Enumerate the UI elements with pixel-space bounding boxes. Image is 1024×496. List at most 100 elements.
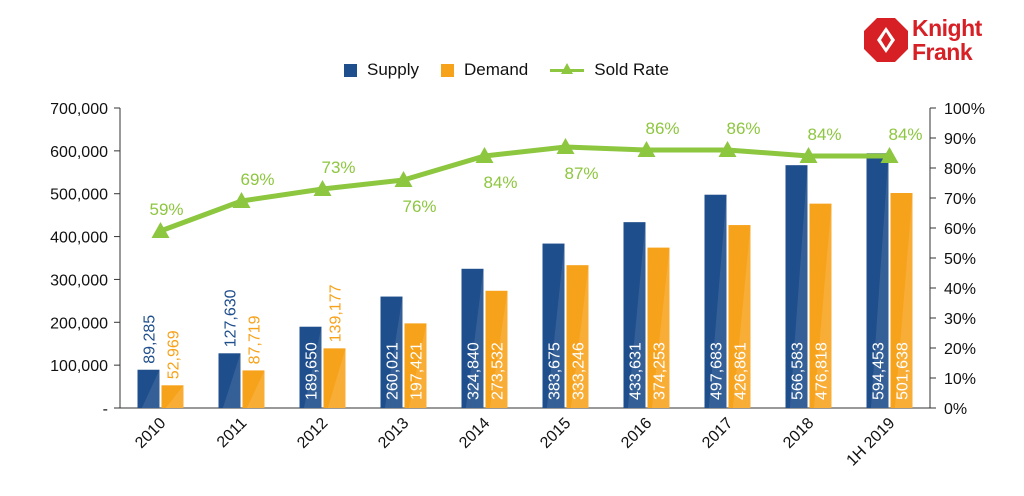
left-axis-tick-label: 200,000: [50, 315, 108, 332]
supply-data-label: 260,021: [385, 342, 402, 400]
demand-bar: [647, 247, 670, 408]
right-axis-tick-label: 40%: [944, 281, 976, 298]
sold-rate-marker: [394, 171, 413, 187]
supply-bar-shade: [465, 268, 484, 408]
supply-data-label: 189,650: [304, 342, 321, 400]
demand-bar-shade: [408, 323, 427, 408]
left-axis-tick-label: 400,000: [50, 230, 108, 247]
left-axis-tick-label: 100,000: [50, 358, 108, 375]
legend-label-supply: Supply: [367, 60, 419, 79]
supply-bar-shade: [708, 194, 727, 408]
sold-rate-data-label: 73%: [321, 158, 355, 177]
supply-bar: [380, 296, 403, 408]
supply-bar: [461, 268, 484, 408]
logo-wordmark: Knight Frank: [912, 16, 982, 64]
demand-bar-shade: [246, 370, 265, 408]
legend-item-sold-rate: Sold Rate: [550, 60, 669, 80]
demand-bar-shade: [732, 225, 751, 408]
demand-data-label: 374,253: [652, 342, 669, 400]
sold-rate-marker: [799, 147, 818, 163]
x-axis-tick-label: 2018: [780, 415, 817, 452]
demand-bar: [161, 385, 184, 408]
logo-mark-icon: [864, 18, 908, 62]
demand-bar-shade: [165, 385, 184, 408]
supply-data-label: 383,675: [547, 342, 564, 400]
demand-data-label: 426,861: [733, 342, 750, 400]
supply-bar-shade: [870, 153, 889, 408]
supply-bar: [623, 222, 646, 408]
supply-bar: [785, 165, 808, 408]
left-axis-tick-label: -: [103, 401, 108, 418]
supply-data-label: 127,630: [223, 289, 240, 347]
x-axis-tick-label: 2011: [214, 415, 250, 451]
supply-data-label: 89,285: [142, 315, 159, 364]
supply-data-label: 497,683: [709, 342, 726, 400]
supply-bar-shade: [384, 296, 403, 408]
legend-item-demand: Demand: [440, 60, 529, 80]
supply-bar: [137, 369, 160, 408]
supply-bar: [299, 326, 322, 408]
demand-bar: [323, 348, 346, 408]
chart-legend: Supply Demand Sold Rate: [344, 58, 691, 82]
sold-rate-marker: [313, 180, 332, 196]
sold-rate-marker: [637, 141, 656, 157]
demand-data-label: 197,421: [409, 342, 426, 400]
demand-data-label: 139,177: [328, 284, 345, 342]
supply-bar-shade: [789, 165, 808, 408]
supply-bar-shade: [546, 243, 565, 408]
demand-bar: [485, 290, 508, 408]
demand-bar: [728, 225, 751, 408]
right-axis-tick-label: 10%: [944, 371, 976, 388]
sold-rate-marker: [232, 192, 251, 208]
sold-rate-data-label: 86%: [645, 119, 679, 138]
demand-bar-shade: [651, 247, 670, 408]
logo-line-2: Frank: [912, 39, 973, 65]
left-axis-tick-label: 300,000: [50, 272, 108, 289]
legend-swatch-supply: [344, 63, 357, 77]
demand-data-label: 87,719: [247, 315, 264, 364]
sold-rate-data-label: 84%: [483, 173, 517, 192]
right-axis-tick-label: 20%: [944, 341, 976, 358]
supply-bar-shade: [222, 353, 241, 408]
x-axis-tick-label: 2016: [618, 415, 655, 452]
demand-data-label: 476,818: [814, 342, 831, 400]
sold-rate-data-label: 84%: [888, 125, 922, 144]
supply-bar-shade: [141, 369, 160, 408]
legend-label-demand: Demand: [463, 60, 529, 79]
sold-rate-marker: [556, 138, 575, 154]
demand-bar: [890, 193, 913, 408]
right-axis-tick-label: 70%: [944, 191, 976, 208]
legend-swatch-demand: [440, 63, 454, 77]
legend-marker-sold-rate: [550, 63, 585, 77]
legend-label-sold-rate: Sold Rate: [594, 60, 669, 79]
demand-data-label: 273,532: [490, 342, 507, 400]
x-axis-tick-label: 2015: [537, 415, 574, 452]
right-axis-tick-label: 90%: [944, 131, 976, 148]
supply-bar-shade: [303, 326, 322, 408]
sold-rate-data-label: 87%: [564, 164, 598, 183]
supply-bar: [866, 153, 889, 408]
right-axis-tick-label: 80%: [944, 161, 976, 178]
demand-bar-shade: [570, 265, 589, 408]
supply-bar-shade: [627, 222, 646, 408]
demand-bar-shade: [894, 193, 913, 408]
supply-data-label: 566,583: [790, 342, 807, 400]
left-axis-tick-label: 500,000: [50, 187, 108, 204]
supply-data-label: 324,840: [466, 342, 483, 400]
demand-bar-shade: [489, 290, 508, 408]
x-axis-tick-label: 2010: [132, 415, 169, 452]
x-axis-tick-label: 1H 2019: [844, 415, 899, 470]
sold-rate-line: [159, 144, 890, 234]
supply-bar: [704, 194, 727, 408]
sold-rate-marker: [151, 222, 170, 238]
left-axis-tick-label: 600,000: [50, 144, 108, 161]
right-axis-tick-label: 50%: [944, 251, 976, 268]
sold-rate-marker: [880, 147, 899, 163]
demand-bar: [242, 370, 265, 408]
demand-bar-shade: [813, 203, 832, 408]
legend-item-supply: Supply: [344, 60, 419, 80]
sold-rate-marker: [475, 147, 494, 163]
sold-rate-data-label: 76%: [402, 197, 436, 216]
right-axis-tick-label: 60%: [944, 221, 976, 238]
